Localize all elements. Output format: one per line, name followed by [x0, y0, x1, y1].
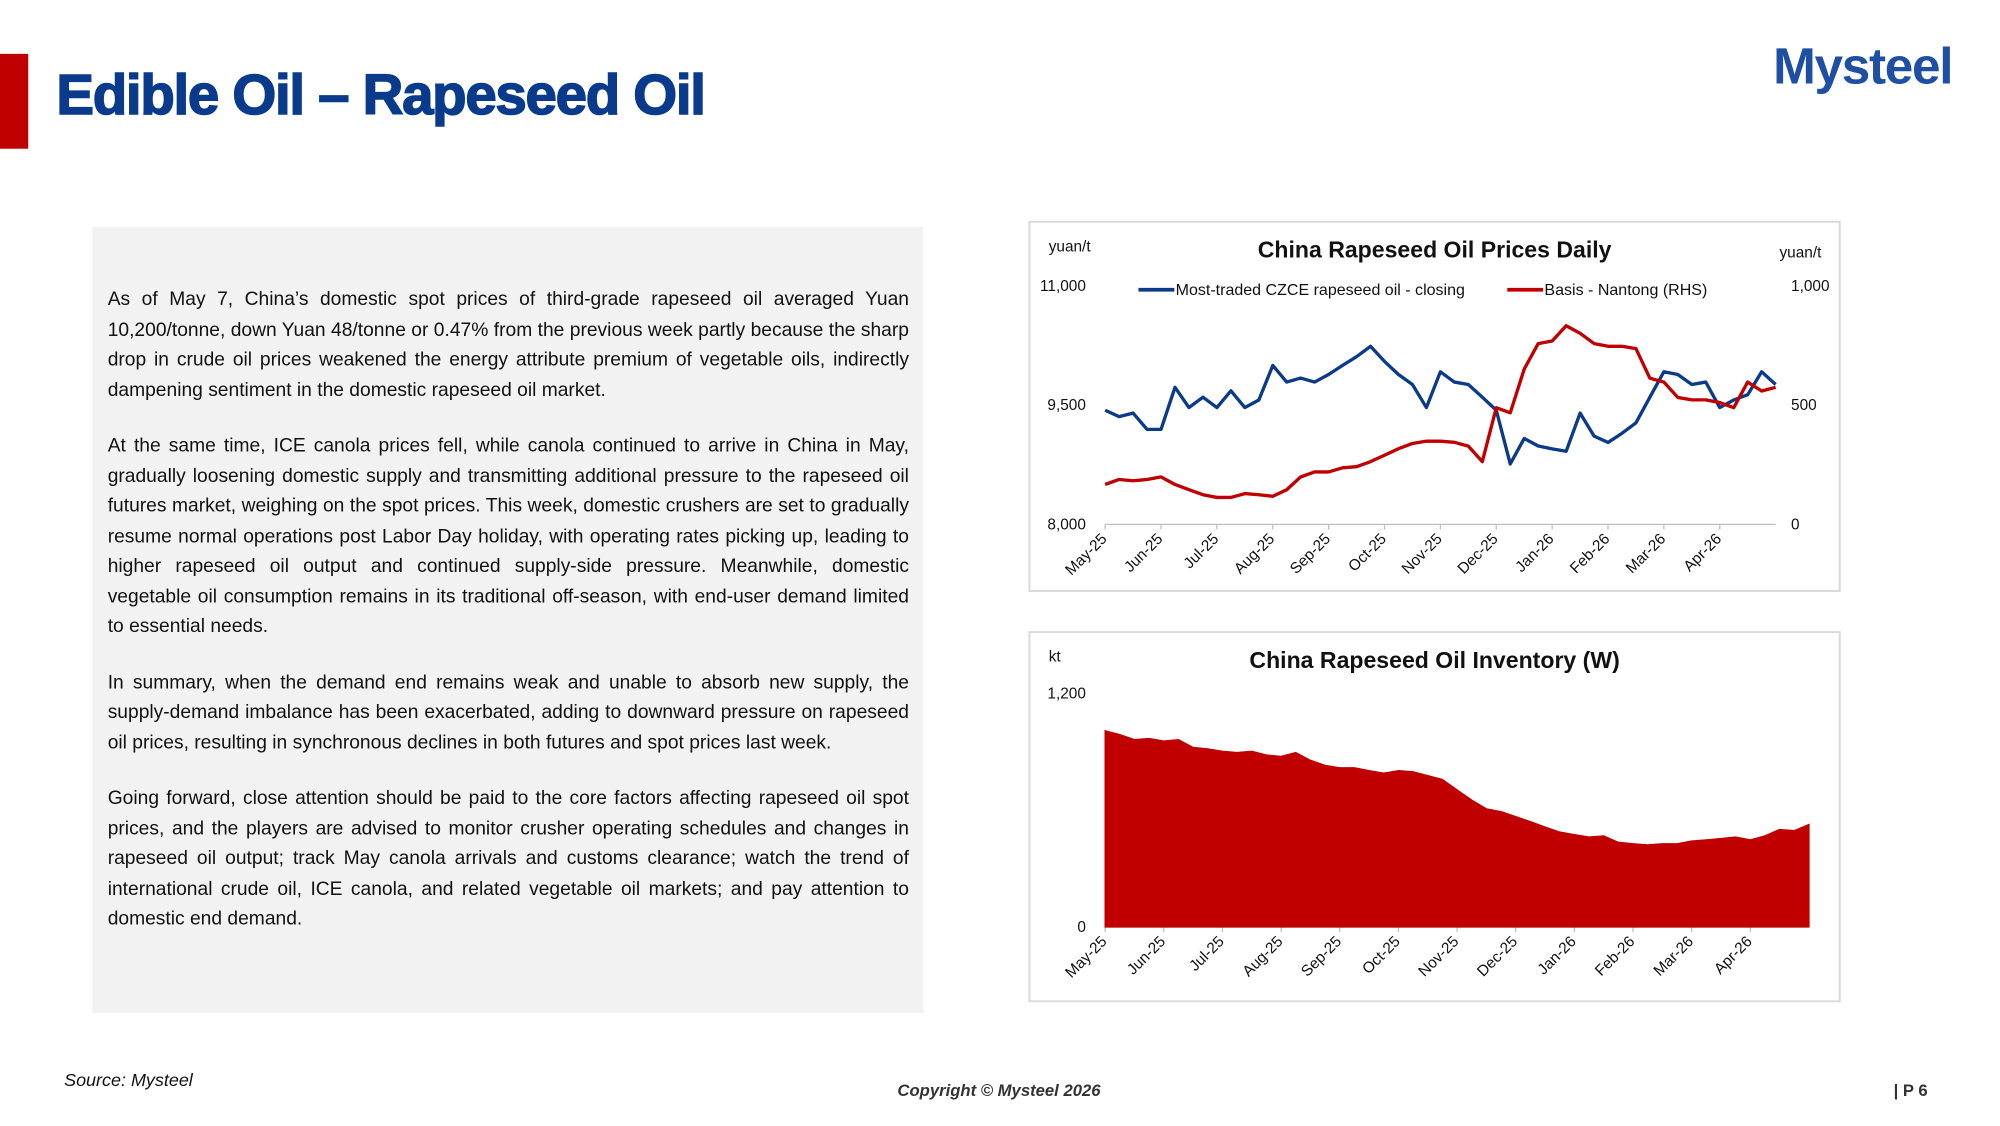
line-series [1104, 324, 1777, 500]
paragraph: Going forward, close attention should be… [107, 787, 909, 930]
legend-label: Basis - Nantong (RHS) [1544, 281, 1707, 299]
paragraph: At the same time, ICE canola prices fell… [107, 434, 909, 638]
y-axis-label: kt [1049, 649, 1062, 666]
y-tick-label: 11,000 [1040, 278, 1086, 295]
y2-tick-label: 1,000 [1791, 278, 1829, 295]
y2-tick-label: 0 [1791, 516, 1800, 533]
body-text: As of May 7, China’s domestic spot price… [108, 285, 909, 960]
y-tick-label: 9,500 [1047, 397, 1085, 414]
paragraph: As of May 7, China’s domestic spot price… [107, 288, 909, 401]
y2-tick-label: 500 [1791, 397, 1817, 414]
chart-frame [1028, 220, 1841, 592]
area-series [1104, 729, 1810, 928]
y2-axis-label: yuan/t [1779, 245, 1822, 262]
copyright: Copyright © Mysteel 2026 [897, 1080, 1101, 1100]
text-panel [92, 226, 924, 1013]
y-tick-label: 8,000 [1047, 516, 1085, 533]
accent-bar [0, 53, 29, 149]
chart-title: China Rapeseed Oil Prices Daily [1258, 237, 1612, 263]
slide-title: Edible Oil – Rapeseed Oil [56, 63, 707, 127]
paragraph: In summary, when the demand end remains … [107, 671, 909, 754]
source: Source: Mysteel [64, 1069, 193, 1090]
legend-label: Most-traded CZCE rapeseed oil - closing [1176, 281, 1465, 299]
page-number: | P 6 [1893, 1080, 1928, 1100]
chart-title: China Rapeseed Oil Inventory (W) [1249, 647, 1619, 673]
logo: Mysteel [1773, 38, 1953, 95]
y-tick-label: 1,200 [1047, 686, 1085, 703]
y-tick-label: 0 [1077, 919, 1086, 936]
line-series [1104, 344, 1777, 466]
y-axis-label: yuan/t [1049, 238, 1092, 255]
